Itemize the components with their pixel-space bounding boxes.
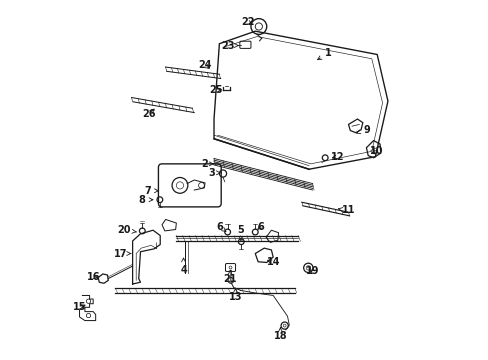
Text: 26: 26 <box>142 109 156 119</box>
Text: 17: 17 <box>114 248 130 258</box>
Text: 13: 13 <box>228 288 242 302</box>
Text: 10: 10 <box>370 146 383 156</box>
Text: 14: 14 <box>266 257 279 267</box>
Text: 1: 1 <box>317 48 331 60</box>
Text: 8: 8 <box>139 195 153 205</box>
Text: 20: 20 <box>118 225 136 235</box>
Text: 4: 4 <box>180 258 186 275</box>
Text: 15: 15 <box>73 302 86 312</box>
Text: 21: 21 <box>223 270 236 284</box>
Text: 2: 2 <box>201 159 213 169</box>
Text: 23: 23 <box>221 41 238 50</box>
Text: 3: 3 <box>208 168 221 178</box>
Text: 25: 25 <box>209 85 222 95</box>
Text: 6: 6 <box>216 222 225 231</box>
Text: 12: 12 <box>330 152 344 162</box>
Text: 6: 6 <box>257 222 264 231</box>
Text: 5: 5 <box>237 225 244 241</box>
Text: 24: 24 <box>198 60 211 70</box>
Text: 18: 18 <box>273 328 286 341</box>
Text: 11: 11 <box>338 206 354 216</box>
Text: 19: 19 <box>305 266 319 276</box>
Text: 7: 7 <box>144 186 158 196</box>
Text: 16: 16 <box>87 272 101 282</box>
Text: 22: 22 <box>241 17 254 27</box>
Text: 9: 9 <box>356 125 369 135</box>
